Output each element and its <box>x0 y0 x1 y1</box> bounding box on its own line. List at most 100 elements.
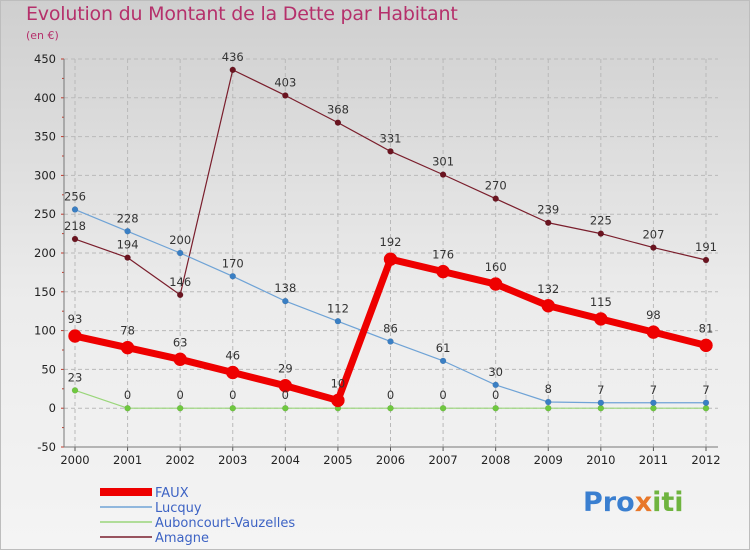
data-point <box>597 230 605 237</box>
data-label: 176 <box>432 248 454 262</box>
data-point <box>387 404 394 412</box>
data-label: 331 <box>380 131 402 145</box>
data-point <box>492 381 499 389</box>
data-label: 112 <box>327 301 349 315</box>
y-tick-label: 150 <box>34 285 56 299</box>
data-label: 8 <box>545 382 552 396</box>
data-label: 23 <box>68 370 83 384</box>
x-tick-label: 2012 <box>691 453 720 467</box>
data-point <box>541 299 555 313</box>
data-point <box>545 398 552 406</box>
x-tick-label: 2003 <box>218 453 247 467</box>
data-label: 207 <box>642 228 664 242</box>
y-tick-label: 0 <box>49 401 56 415</box>
data-point <box>282 92 289 99</box>
data-point <box>702 404 710 412</box>
legend-label: Lucquy <box>155 501 202 516</box>
data-point <box>650 244 657 251</box>
gridlines <box>64 58 718 448</box>
data-label: 239 <box>537 203 559 217</box>
data-label: 115 <box>590 295 612 309</box>
data-label: 98 <box>646 308 661 322</box>
data-point <box>387 338 394 345</box>
data-label: 0 <box>124 388 131 402</box>
data-point <box>68 329 82 343</box>
data-point <box>71 235 79 243</box>
data-point <box>176 291 184 299</box>
x-tick-label: 2009 <box>534 453 563 467</box>
data-point <box>229 404 236 412</box>
logo-letter: x <box>634 487 653 518</box>
series-lines <box>68 66 713 412</box>
data-point <box>71 206 79 213</box>
data-label: 436 <box>222 50 244 64</box>
data-point <box>71 387 79 394</box>
logo-letter: r <box>602 487 617 518</box>
data-point <box>124 254 131 261</box>
data-label: 225 <box>590 214 612 228</box>
data-labels: 218 194 146 436 403 368 331 301 270 239 225 207 191 2… <box>64 50 717 402</box>
data-label: 0 <box>439 388 446 402</box>
data-label: 170 <box>222 256 244 270</box>
data-point <box>387 148 394 155</box>
data-point <box>226 365 240 380</box>
data-point <box>229 273 236 280</box>
data-label: 270 <box>485 179 507 193</box>
data-point <box>229 66 236 74</box>
data-point <box>439 171 447 178</box>
y-tick-label: 350 <box>34 130 56 144</box>
data-point <box>439 357 447 365</box>
data-label: 30 <box>488 365 503 379</box>
data-point <box>492 195 499 202</box>
data-label: 10 <box>331 376 346 390</box>
data-label: 301 <box>432 155 454 169</box>
data-point <box>650 404 657 412</box>
data-label: 160 <box>485 260 507 274</box>
x-tick-label: 2000 <box>60 453 89 467</box>
data-point <box>282 404 289 412</box>
data-point <box>176 404 184 412</box>
data-label: 132 <box>537 282 559 296</box>
data-label: 7 <box>597 383 604 397</box>
y-tick-label: 300 <box>34 168 56 182</box>
data-point <box>334 318 342 325</box>
data-point <box>173 352 187 367</box>
x-tick-label: 2001 <box>113 453 142 467</box>
legend-label: FAUX <box>155 486 189 501</box>
data-label: 0 <box>492 388 499 402</box>
data-label: 0 <box>229 388 236 402</box>
data-point <box>334 119 342 126</box>
data-point <box>124 404 131 412</box>
y-tick-label: 400 <box>34 91 56 105</box>
data-point <box>699 338 713 353</box>
unit-label: (en €) <box>26 29 59 42</box>
data-label: 200 <box>169 233 191 247</box>
data-label: 138 <box>274 281 296 295</box>
data-point <box>383 252 398 266</box>
data-label: 61 <box>436 341 451 355</box>
y-tick-label: 250 <box>34 207 56 221</box>
x-tick-label: 2010 <box>586 453 615 467</box>
logo-letter: i <box>652 487 662 518</box>
data-point <box>545 404 552 412</box>
data-label: 29 <box>278 362 293 376</box>
data-point <box>124 228 131 235</box>
data-point <box>120 340 135 355</box>
y-tick-label: 200 <box>34 246 56 260</box>
x-tick-label: 2005 <box>323 453 352 467</box>
y-tick-label: -50 <box>37 440 56 454</box>
data-label: 192 <box>380 235 402 249</box>
data-point <box>278 378 293 393</box>
data-label: 0 <box>177 388 184 402</box>
data-point <box>439 404 447 412</box>
data-label: 78 <box>120 324 135 338</box>
x-tick-label: 2008 <box>481 453 510 467</box>
data-point <box>702 256 710 264</box>
data-point <box>282 297 289 305</box>
data-label: 403 <box>274 75 296 89</box>
data-label: 228 <box>117 211 139 225</box>
